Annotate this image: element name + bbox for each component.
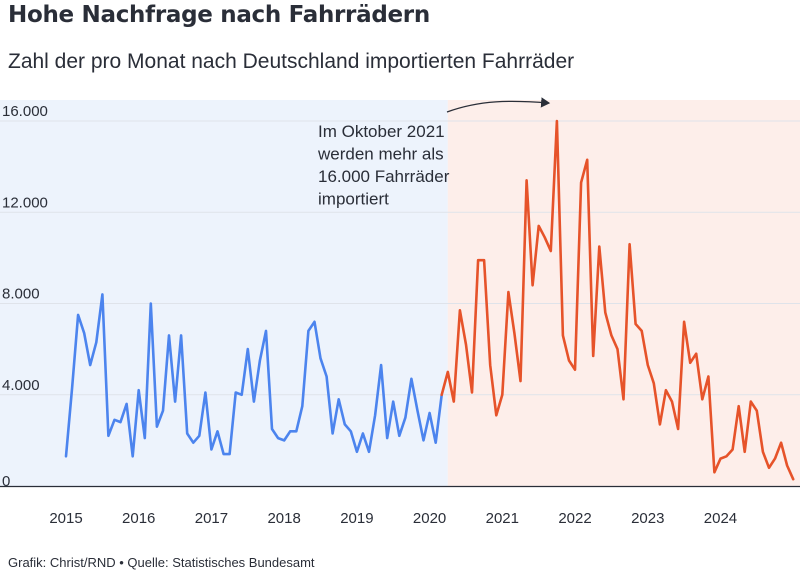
annotation-text: importiert (318, 190, 389, 209)
series-line-after (440, 119, 795, 481)
y-tick-label: 16.000 (2, 103, 48, 120)
x-tick-label: 2024 (704, 510, 737, 527)
x-tick-label: 2019 (340, 510, 373, 527)
x-tick-label: 2023 (631, 510, 664, 527)
y-tick-label: 8.000 (2, 286, 40, 303)
y-tick-label: 12.000 (2, 194, 48, 211)
page-subtitle: Zahl der pro Monat nach Deutschland impo… (8, 50, 575, 73)
x-tick-label: 2017 (195, 510, 228, 527)
annotation-text: Im Oktober 2021 (318, 122, 445, 141)
source-note: Grafik: Christ/RND • Quelle: Statistisch… (8, 555, 315, 570)
x-tick-label: 2022 (558, 510, 591, 527)
annotation-arrow (446, 97, 551, 113)
y-tick-label: 4.000 (2, 377, 40, 394)
annotation-text: 16.000 Fahrräder (318, 167, 450, 186)
x-tick-label: 2018 (267, 510, 300, 527)
y-tick-label: 0 (2, 473, 10, 490)
x-tick-label: 2021 (486, 510, 519, 527)
series-line-before (64, 293, 444, 458)
x-tick-label: 2020 (413, 510, 446, 527)
page-title: Hohe Nachfrage nach Fahrrädern (8, 2, 430, 28)
x-tick-label: 2016 (122, 510, 155, 527)
x-tick-label: 2015 (49, 510, 82, 527)
annotation-text: werden mehr als (317, 145, 444, 164)
